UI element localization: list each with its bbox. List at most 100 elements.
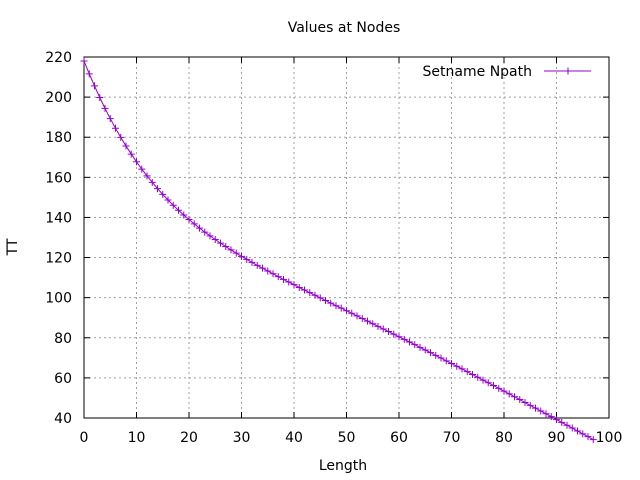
data-point bbox=[385, 328, 392, 336]
data-point bbox=[143, 172, 151, 180]
data-point bbox=[505, 390, 513, 398]
y-tick-label: 180 bbox=[45, 130, 72, 146]
x-tick-label: 90 bbox=[548, 430, 566, 446]
data-point bbox=[222, 243, 230, 251]
data-point bbox=[227, 246, 235, 254]
y-tick-label: 160 bbox=[45, 170, 72, 186]
data-point bbox=[238, 252, 245, 260]
data-point bbox=[558, 418, 566, 426]
data-point bbox=[500, 387, 508, 395]
data-point bbox=[458, 365, 466, 373]
legend-marker bbox=[564, 67, 572, 75]
data-point bbox=[96, 94, 104, 102]
data-point bbox=[117, 133, 125, 141]
data-point bbox=[269, 270, 277, 278]
data-point bbox=[463, 368, 471, 376]
data-point bbox=[427, 349, 434, 357]
data-point bbox=[395, 333, 403, 341]
x-tick-label: 70 bbox=[443, 430, 461, 446]
data-point bbox=[568, 424, 576, 432]
data-point bbox=[526, 401, 534, 409]
data-point bbox=[112, 124, 119, 132]
data-point bbox=[364, 317, 371, 325]
x-tick-label: 0 bbox=[80, 430, 89, 446]
data-point bbox=[390, 330, 398, 338]
data-point bbox=[248, 258, 256, 266]
data-point bbox=[353, 312, 361, 320]
data-point bbox=[474, 373, 482, 381]
data-point bbox=[495, 384, 503, 392]
data-point bbox=[85, 70, 93, 78]
data-point bbox=[101, 104, 109, 112]
x-tick-label: 60 bbox=[390, 430, 408, 446]
y-tick-label: 220 bbox=[45, 50, 72, 66]
grid bbox=[84, 57, 609, 418]
data-point bbox=[316, 294, 324, 302]
data-point bbox=[280, 275, 287, 283]
data-point bbox=[406, 338, 413, 346]
x-tick-label: 80 bbox=[495, 430, 513, 446]
data-point bbox=[511, 393, 518, 401]
x-tick-label: 50 bbox=[338, 430, 356, 446]
data-point bbox=[432, 351, 440, 359]
data-point bbox=[542, 410, 550, 418]
data-point bbox=[442, 357, 450, 365]
data-point bbox=[106, 115, 114, 123]
data-point bbox=[211, 236, 219, 244]
data-point bbox=[374, 322, 382, 330]
data-point bbox=[138, 165, 146, 173]
data-point bbox=[232, 249, 240, 257]
data-point bbox=[537, 407, 545, 415]
data-point bbox=[521, 399, 529, 407]
data-point bbox=[589, 436, 597, 444]
data-point bbox=[400, 335, 408, 343]
data-point bbox=[159, 190, 167, 198]
data-point bbox=[584, 433, 592, 441]
data-point bbox=[337, 304, 345, 312]
data-point bbox=[91, 82, 98, 90]
data-point bbox=[259, 264, 266, 272]
x-tick-label: 100 bbox=[596, 430, 623, 446]
data-point bbox=[437, 354, 445, 362]
data-point bbox=[547, 413, 555, 421]
data-point bbox=[274, 273, 282, 281]
tick-labels: 0 10 20 30 40 50 60 70 80 90 100 40 60 80 100 120 140 160… bbox=[45, 50, 622, 446]
data-point bbox=[332, 302, 340, 310]
data-point bbox=[532, 404, 539, 412]
y-tick-label: 80 bbox=[54, 331, 72, 347]
data-point bbox=[201, 228, 209, 236]
y-tick-label: 120 bbox=[45, 251, 72, 267]
data-point bbox=[306, 289, 314, 297]
data-point bbox=[133, 158, 140, 166]
data-point bbox=[285, 278, 293, 286]
data-point bbox=[322, 296, 329, 304]
data-point bbox=[264, 267, 272, 275]
data-point bbox=[169, 201, 177, 209]
data-point bbox=[411, 341, 419, 349]
data-point bbox=[164, 196, 172, 204]
data-point bbox=[290, 281, 298, 289]
data-point bbox=[469, 370, 476, 378]
data-point bbox=[190, 220, 198, 228]
x-axis-label: Length bbox=[319, 458, 367, 474]
data-point bbox=[416, 343, 424, 351]
data-point bbox=[343, 307, 350, 315]
data-point bbox=[516, 396, 524, 404]
data-point bbox=[484, 379, 492, 387]
data-point bbox=[243, 255, 251, 263]
y-tick-label: 60 bbox=[54, 371, 72, 387]
chart-title: Values at Nodes bbox=[288, 20, 401, 36]
data-point bbox=[448, 359, 455, 367]
data-point bbox=[453, 362, 461, 370]
x-tick-label: 30 bbox=[233, 430, 251, 446]
data-point bbox=[311, 291, 319, 299]
y-tick-label: 200 bbox=[45, 90, 72, 106]
data-point bbox=[127, 150, 135, 158]
legend: Setname Npath bbox=[423, 64, 591, 80]
data-point bbox=[154, 185, 161, 193]
data-point bbox=[122, 142, 130, 150]
legend-label: Setname Npath bbox=[423, 64, 532, 80]
data-point bbox=[301, 286, 308, 294]
data-point bbox=[421, 346, 429, 354]
